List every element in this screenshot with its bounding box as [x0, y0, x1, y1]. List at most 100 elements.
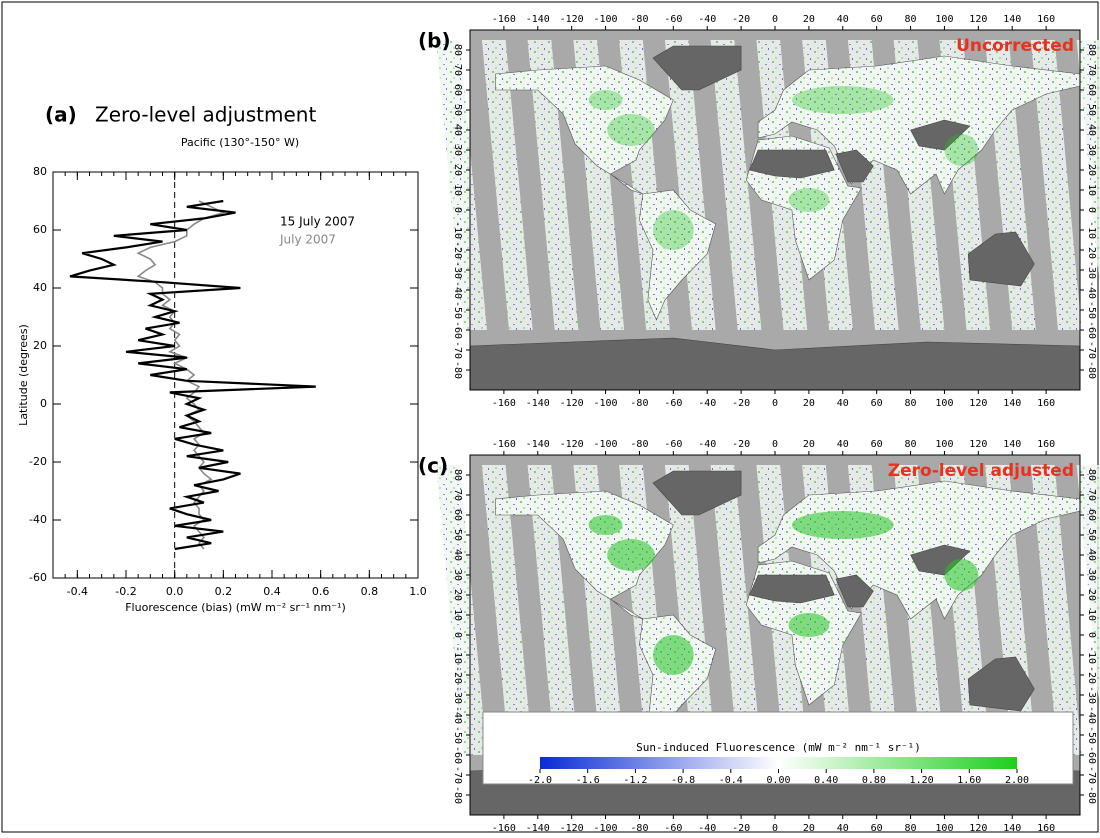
x-tick-label: 80: [905, 398, 917, 409]
panel-label: (a): [45, 103, 77, 127]
vegetation-patch: [944, 559, 979, 591]
x-tick-label: -20: [732, 14, 750, 25]
chart-title: Zero-level adjustment: [95, 103, 316, 127]
y-tick-label: 10: [1086, 184, 1097, 196]
x-tick-label: -0.2: [115, 585, 136, 598]
x-tick-label: 60: [871, 14, 883, 25]
y-tick-label: 30: [1086, 569, 1097, 581]
x-tick-label: -120: [560, 14, 584, 25]
y-tick-label: -40: [1086, 706, 1097, 724]
x-tick-label: -100: [594, 439, 618, 450]
x-tick-label: 160: [1037, 398, 1055, 409]
colorbar-tick-label: -0.8: [671, 775, 695, 786]
y-tick-label: 10: [1086, 609, 1097, 621]
x-tick-label: -120: [560, 439, 584, 450]
x-tick-label: 140: [1003, 823, 1021, 834]
swath: [527, 40, 579, 330]
y-tick-label: -80: [452, 786, 463, 804]
y-tick-label: 0: [452, 632, 463, 638]
y-tick-label: -40: [29, 513, 47, 526]
y-tick-label: 40: [33, 281, 47, 294]
x-tick-label: -60: [664, 398, 682, 409]
colorbar-tick-label: -2.0: [528, 775, 552, 786]
x-tick-label: -40: [698, 823, 716, 834]
y-tick-label: 80: [452, 469, 463, 481]
colorbar-tick-label: -1.6: [576, 775, 600, 786]
land: [757, 55, 1081, 195]
y-tick-label: 50: [452, 529, 463, 541]
x-tick-label: 0: [772, 823, 778, 834]
panel-label: (c): [418, 454, 448, 478]
y-tick-label: 80: [33, 165, 47, 178]
y-tick-label: 40: [452, 549, 463, 561]
y-tick-label: 80: [1086, 44, 1097, 56]
colorbar-label: Sun-induced Fluorescence (mW m⁻² nm⁻¹ sr…: [636, 741, 921, 754]
y-tick-label: -30: [1086, 261, 1097, 279]
y-tick-label: 60: [452, 84, 463, 96]
vegetation-patch: [607, 114, 655, 146]
x-tick-label: -140: [526, 398, 550, 409]
data-line: [136, 200, 226, 550]
y-tick-label: -20: [29, 455, 47, 468]
y-tick-label: 0: [40, 397, 47, 410]
y-axis-label: Latitude (degrees): [17, 324, 30, 426]
no-data-region: [967, 231, 1035, 287]
y-tick-label: -30: [452, 261, 463, 279]
x-tick-label: 160: [1037, 14, 1055, 25]
y-tick-label: 30: [1086, 144, 1097, 156]
y-tick-label: 20: [452, 164, 463, 176]
y-tick-label: -10: [1086, 221, 1097, 239]
vegetation-patch: [944, 134, 979, 166]
y-tick-label: 80: [1086, 469, 1097, 481]
x-tick-label: 20: [803, 823, 815, 834]
y-tick-label: 0: [1086, 632, 1097, 638]
x-tick-label: -40: [698, 14, 716, 25]
x-tick-label: -160: [492, 398, 516, 409]
legend-label: July 2007: [279, 233, 336, 247]
y-tick-label: -20: [1086, 666, 1097, 684]
x-tick-label: 40: [837, 439, 849, 450]
x-tick-label: 0: [772, 14, 778, 25]
x-tick-label: 0.6: [312, 585, 330, 598]
x-tick-label: -160: [492, 439, 516, 450]
land: [495, 65, 674, 195]
x-tick-label: 120: [969, 398, 987, 409]
x-tick-label: -20: [732, 439, 750, 450]
x-tick-label: 40: [837, 398, 849, 409]
y-tick-label: -70: [1086, 341, 1097, 359]
x-tick-label: 100: [935, 823, 953, 834]
y-tick-label: 60: [1086, 84, 1097, 96]
y-tick-label: 20: [1086, 589, 1097, 601]
vegetation-patch: [588, 90, 623, 110]
colorbar-tick-label: 1.60: [957, 775, 981, 786]
y-tick-label: 70: [452, 489, 463, 501]
no-data-region: [835, 574, 874, 608]
swath: [1030, 40, 1082, 330]
x-tick-label: -60: [664, 439, 682, 450]
x-tick-label: -100: [594, 823, 618, 834]
x-tick-label: -80: [630, 14, 648, 25]
y-tick-label: -20: [1086, 241, 1097, 259]
y-tick-label: 70: [1086, 64, 1097, 76]
x-tick-label: 120: [969, 14, 987, 25]
x-tick-label: -120: [560, 823, 584, 834]
colorbar: [540, 757, 1017, 769]
x-tick-label: 160: [1037, 823, 1055, 834]
no-data-region: [749, 574, 835, 604]
swath: [710, 40, 762, 330]
y-tick-label: 40: [452, 124, 463, 136]
y-tick-label: 40: [1086, 124, 1097, 136]
x-tick-label: -160: [492, 823, 516, 834]
y-tick-label: 50: [1086, 529, 1097, 541]
vegetation-patch: [788, 613, 830, 637]
x-tick-label: -40: [698, 398, 716, 409]
map-label: Uncorrected: [956, 36, 1074, 56]
y-tick-label: -60: [1086, 321, 1097, 339]
y-tick-label: -60: [452, 321, 463, 339]
y-tick-label: -50: [1086, 726, 1097, 744]
map-label: Zero-level adjusted: [888, 461, 1074, 481]
land: [495, 490, 674, 620]
x-tick-label: 40: [837, 14, 849, 25]
